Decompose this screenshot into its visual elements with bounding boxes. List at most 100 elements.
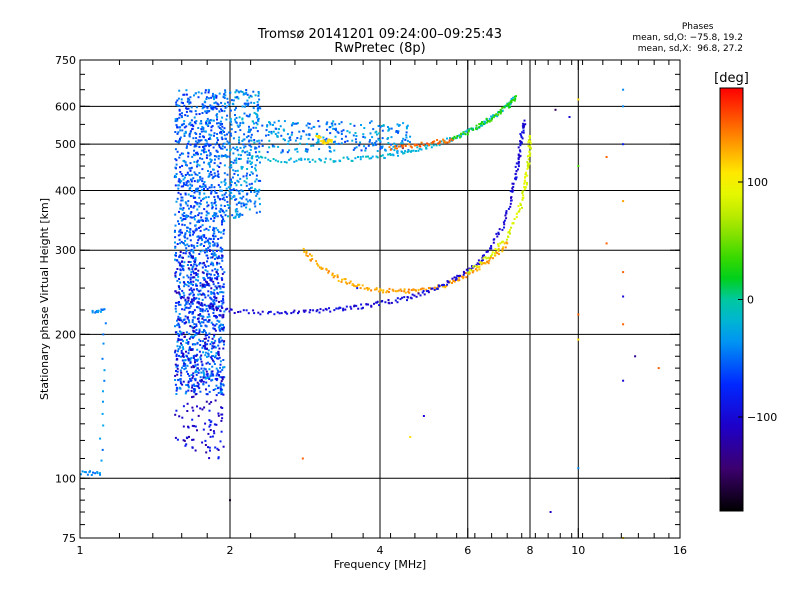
cloud-point <box>223 142 226 145</box>
cloud-point <box>212 430 215 433</box>
cloud-point <box>254 151 257 154</box>
trace-point <box>433 286 436 289</box>
trace-point <box>94 472 97 475</box>
trace-point <box>472 127 474 130</box>
cloud-point <box>215 352 218 355</box>
trace-point <box>368 287 370 290</box>
cloud-point <box>250 190 252 193</box>
cloud-point <box>179 181 182 184</box>
trace-point <box>355 304 358 307</box>
trace-point <box>520 134 523 137</box>
cloud-point <box>188 337 191 340</box>
cloud-point <box>198 135 201 138</box>
cloud-point <box>197 269 200 272</box>
trace-point <box>365 303 368 306</box>
cloud-point <box>212 280 215 283</box>
trace-point <box>481 254 484 257</box>
trace-point <box>413 144 416 147</box>
cloud-point <box>210 273 212 276</box>
cloud-point <box>174 241 176 244</box>
cloud-point <box>204 219 207 222</box>
cloud-point <box>182 242 185 244</box>
cloud-point <box>387 129 390 132</box>
cloud-point <box>211 256 214 259</box>
cloud-point <box>221 210 224 213</box>
cloud-point <box>381 125 383 127</box>
cloud-point <box>189 96 192 99</box>
cloud-point <box>213 102 216 105</box>
cloud-point <box>216 447 219 450</box>
cloud-point <box>235 107 237 110</box>
trace-point <box>492 241 495 244</box>
cloud-point <box>324 140 327 142</box>
cloud-point <box>194 268 197 271</box>
cloud-point <box>186 229 188 232</box>
cloud-point <box>200 371 203 374</box>
cloud-point <box>198 387 201 390</box>
cloud-point <box>201 441 204 444</box>
cloud-point <box>182 214 185 217</box>
trace-point <box>245 309 248 312</box>
trace-point <box>451 282 453 284</box>
cloud-point <box>206 124 209 127</box>
cloud-point <box>184 131 187 134</box>
cloud-point <box>216 377 219 380</box>
cloud-point <box>173 230 176 233</box>
trace-point <box>370 157 373 160</box>
cloud-point <box>252 90 255 93</box>
cloud-point <box>179 113 181 116</box>
cloud-point <box>181 352 184 355</box>
trace-point <box>305 251 308 254</box>
trace-point <box>497 247 500 250</box>
cloud-point <box>178 255 181 258</box>
cloud-point <box>210 351 213 353</box>
cloud-point <box>181 359 184 362</box>
cloud-point <box>212 119 215 122</box>
cloud-point <box>181 129 184 132</box>
trace-point <box>412 288 414 291</box>
trace-point <box>300 157 303 160</box>
trace-point <box>515 212 518 215</box>
cloud-point <box>287 140 290 143</box>
cloud-point <box>217 357 220 360</box>
cloud-point <box>180 371 183 374</box>
cloud-point <box>191 424 194 427</box>
trace-point <box>425 288 428 291</box>
cloud-point <box>210 160 212 163</box>
cloud-point <box>175 200 178 203</box>
cloud-point <box>243 146 245 149</box>
cloud-point <box>185 384 188 386</box>
cloud-point <box>211 345 214 347</box>
trace-point <box>484 256 487 259</box>
cloud-point <box>178 222 180 225</box>
cloud-point <box>179 193 182 196</box>
cloud-point <box>377 125 380 127</box>
cloud-point <box>174 290 177 293</box>
cloud-point <box>179 137 181 140</box>
cloud-point <box>201 103 204 106</box>
trace-point <box>519 202 522 205</box>
trace-point <box>499 112 502 115</box>
cloud-point <box>214 258 216 260</box>
y-tick-label: 200 <box>55 328 76 341</box>
trace-point <box>401 146 404 149</box>
cloud-point <box>187 260 190 263</box>
cloud-point <box>240 202 243 205</box>
cloud-point <box>229 178 232 181</box>
cloud-point <box>259 161 261 164</box>
trace-point <box>512 222 515 224</box>
cloud-point <box>189 358 192 361</box>
cloud-point <box>223 127 226 130</box>
scatter-point <box>622 379 625 382</box>
cloud-point <box>235 159 238 162</box>
cloud-point <box>199 344 202 346</box>
trace-point <box>526 174 529 177</box>
cloud-point <box>183 281 186 284</box>
cloud-point <box>223 97 226 99</box>
y-tick-label: 400 <box>55 184 76 197</box>
cloud-point <box>206 347 208 350</box>
trace-point <box>359 287 362 290</box>
cloud-point <box>199 139 202 142</box>
cloud-point <box>315 132 318 135</box>
cloud-point <box>289 136 292 139</box>
